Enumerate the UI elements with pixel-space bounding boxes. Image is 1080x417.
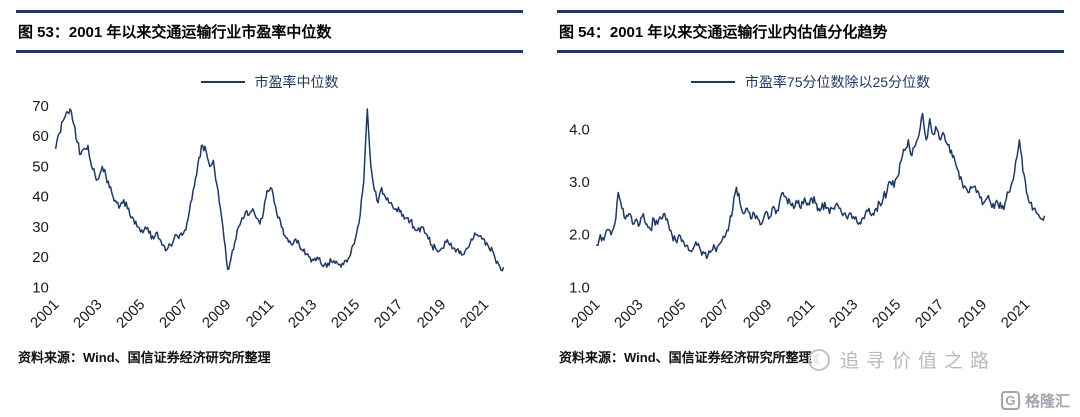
svg-text:2015: 2015 <box>870 297 905 332</box>
figure-53-title: 图 53：2001 年以来交通运输行业市盈率中位数 <box>16 10 523 53</box>
figure-54-plot: 1.0 2.0 3.0 4.0 2001 2003 2005 2007 2009 2011 2013… <box>569 112 1046 332</box>
svg-text:70: 70 <box>32 99 49 115</box>
svg-text:2017: 2017 <box>372 297 407 332</box>
svg-text:2001: 2001 <box>28 297 63 332</box>
svg-text:2009: 2009 <box>200 297 235 332</box>
svg-text:2013: 2013 <box>827 297 862 332</box>
svg-text:10: 10 <box>32 280 49 296</box>
watermark-text: 追寻价值之路 <box>839 351 996 372</box>
svg-text:2001: 2001 <box>569 297 604 332</box>
svg-text:2015: 2015 <box>329 297 364 332</box>
svg-text:2005: 2005 <box>114 297 149 332</box>
gelonghui-logo-icon: G <box>1000 391 1020 410</box>
svg-text:2003: 2003 <box>612 297 647 332</box>
figure-53-source: 资料来源：Wind、国信证券经济研究所整理 <box>18 350 271 365</box>
legend-line-sample-icon <box>690 81 735 83</box>
svg-text:50: 50 <box>32 159 49 175</box>
figure-54-legend: 市盈率75分位数除以25分位数 <box>557 73 1064 91</box>
legend-line-sample-icon <box>200 81 245 83</box>
svg-text:1.0: 1.0 <box>569 280 590 296</box>
svg-text:30: 30 <box>32 220 49 236</box>
svg-text:2017: 2017 <box>913 297 948 332</box>
svg-text:2021: 2021 <box>458 297 493 332</box>
figure-53-legend: 市盈率中位数 <box>16 73 523 91</box>
svg-text:2003: 2003 <box>71 297 106 332</box>
svg-text:3.0: 3.0 <box>569 175 590 191</box>
figure-53-legend-label: 市盈率中位数 <box>254 74 339 90</box>
svg-text:20: 20 <box>32 250 49 266</box>
figure-54-title: 图 54：2001 年以来交通运输行业内估值分化趋势 <box>557 10 1064 53</box>
svg-text:2011: 2011 <box>243 297 277 331</box>
svg-text:60: 60 <box>32 129 49 145</box>
svg-text:2.0: 2.0 <box>569 228 590 244</box>
svg-text:2007: 2007 <box>157 297 192 332</box>
moon-logo-icon: ☾ <box>807 348 830 371</box>
svg-text:2009: 2009 <box>741 297 776 332</box>
svg-text:40: 40 <box>32 190 49 206</box>
figure-54-legend-label: 市盈率75分位数除以25分位数 <box>744 74 931 90</box>
figure-54-panel: 图 54：2001 年以来交通运输行业内估值分化趋势 市盈率75分位数除以25分… <box>557 10 1064 366</box>
svg-text:2013: 2013 <box>286 297 321 332</box>
svg-text:2019: 2019 <box>415 297 450 332</box>
svg-text:2005: 2005 <box>655 297 690 332</box>
figures-row: 图 53：2001 年以来交通运输行业市盈率中位数 市盈率中位数 10 20 30 4… <box>16 10 1064 366</box>
figure-53-panel: 图 53：2001 年以来交通运输行业市盈率中位数 市盈率中位数 10 20 30 4… <box>16 10 523 366</box>
watermark: ☾ 追寻价值之路 <box>807 346 996 373</box>
figure-53-plot: 10 20 30 40 50 60 70 2001 2003 2005 2007 2009 2011 20… <box>28 99 505 332</box>
svg-text:2019: 2019 <box>956 297 991 332</box>
svg-text:2011: 2011 <box>784 297 818 331</box>
svg-text:2007: 2007 <box>698 297 733 332</box>
svg-text:2021: 2021 <box>999 297 1034 332</box>
gelonghui-logo-text: 格隆汇 <box>1024 393 1070 410</box>
figure-54-source: 资料来源：Wind、国信证券经济研究所整理 <box>559 350 812 365</box>
svg-text:4.0: 4.0 <box>569 122 590 138</box>
gelonghui-brand: G 格隆汇 <box>1000 390 1070 411</box>
